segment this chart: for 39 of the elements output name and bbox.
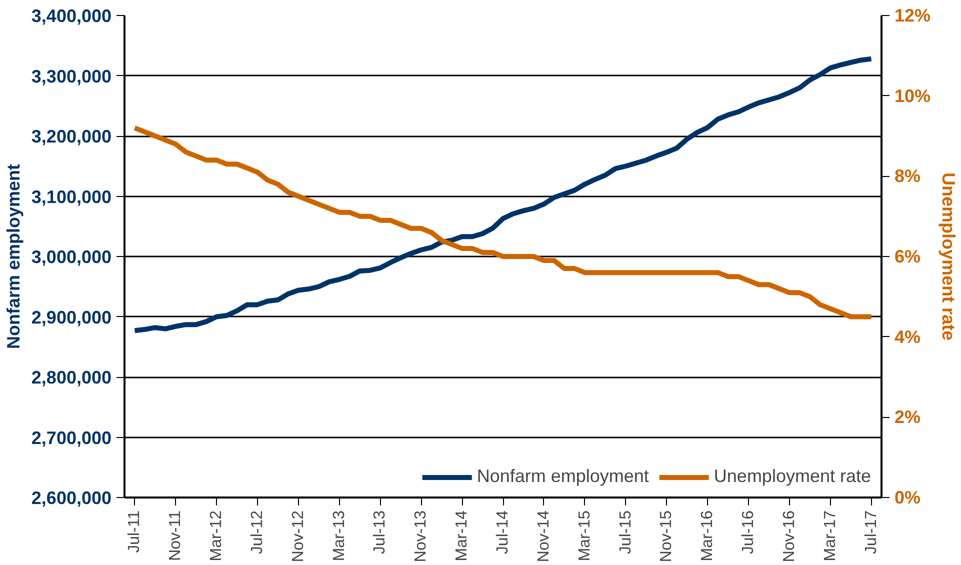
x-tick-label: Mar-13 [330, 510, 348, 562]
y2-axis-title: Unemployment rate [938, 172, 959, 341]
x-tick-label: Jul-16 [740, 510, 758, 554]
y2-tick-label: 0% [894, 488, 921, 508]
y2-tick-label: 12% [894, 6, 931, 26]
x-tick-label: Jul-15 [617, 510, 634, 554]
x-tick-label: Jul-14 [494, 510, 512, 554]
x-tick-label: Nov-13 [412, 510, 430, 562]
y-tick-label: 3,000,000 [31, 247, 112, 267]
x-tick-label: Jul-12 [248, 510, 266, 554]
x-tick-label: Nov-16 [780, 510, 798, 562]
x-tick-label: Jul-13 [372, 510, 389, 554]
y-axis-title: Nonfarm employment [3, 164, 24, 350]
y-tick-label: 2,800,000 [31, 368, 112, 388]
y-tick-label: 3,300,000 [31, 66, 112, 86]
x-tick-label: Jul-17 [862, 510, 880, 554]
y2-tick-label: 8% [894, 166, 921, 186]
y2-tick-label: 10% [894, 86, 931, 106]
x-tick-label: Mar-12 [208, 510, 226, 562]
y-tick-label: 3,400,000 [31, 6, 112, 26]
x-tick-label: Mar-15 [576, 510, 594, 562]
legend-label: Unemployment rate [714, 466, 871, 487]
x-tick-label: Mar-17 [822, 510, 839, 562]
y-tick-label: 2,900,000 [31, 307, 112, 328]
x-tick-label: Jul-11 [126, 510, 144, 553]
x-tick-label: Nov-15 [658, 510, 676, 562]
y-tick-label: 2,700,000 [31, 428, 112, 448]
y-tick-label: 3,200,000 [31, 126, 112, 146]
x-tick-label: Nov-14 [535, 510, 552, 562]
x-tick-label: Nov-11 [167, 510, 184, 561]
y-tick-label: 3,100,000 [31, 186, 112, 207]
y2-tick-label: 2% [894, 407, 921, 428]
x-tick-label: Mar-14 [454, 510, 471, 562]
y2-tick-label: 4% [894, 326, 921, 347]
y-tick-label: 2,600,000 [31, 488, 112, 508]
x-tick-label: Mar-16 [699, 510, 716, 562]
y2-tick-label: 6% [894, 246, 921, 266]
legend-label: Nonfarm employment [476, 466, 649, 487]
x-tick-label: Nov-12 [290, 510, 307, 562]
